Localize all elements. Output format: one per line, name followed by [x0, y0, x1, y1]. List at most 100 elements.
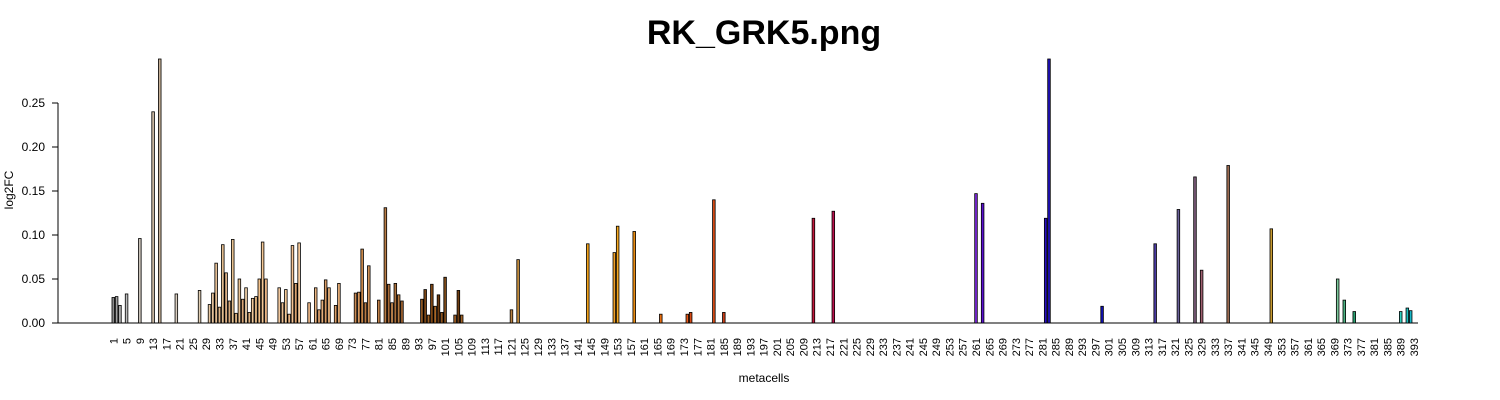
bar-84 — [386, 283, 391, 324]
y-tick-label: 0.20 — [22, 140, 46, 154]
bar-81 — [377, 299, 381, 324]
bar-182 — [712, 199, 716, 324]
bar-77 — [363, 302, 368, 324]
bar-74 — [353, 292, 358, 324]
bar-283 — [1047, 58, 1051, 324]
bar-153 — [615, 225, 620, 324]
bar-69 — [337, 282, 341, 324]
x-tick-label: 241 — [905, 338, 917, 356]
bar-337 — [1226, 165, 1230, 324]
bar-104 — [453, 314, 457, 324]
x-tick-label: 149 — [599, 338, 611, 356]
x-tick-label: 297 — [1090, 338, 1102, 356]
x-tick-label: 133 — [546, 338, 558, 356]
x-tick-label: 41 — [241, 338, 253, 350]
x-tick-label: 73 — [347, 338, 359, 350]
x-tick-label: 153 — [613, 338, 625, 356]
x-tick-label: 257 — [958, 338, 970, 356]
bar-106 — [459, 314, 464, 324]
bar-175 — [688, 312, 693, 324]
x-tick-label: 213 — [812, 338, 824, 356]
bar-35 — [224, 272, 228, 324]
x-tick-label: 185 — [719, 338, 731, 356]
bar-56 — [294, 282, 298, 324]
bar-33 — [217, 306, 222, 324]
chart-title: RK_GRK5.png — [647, 14, 881, 52]
x-tick-label: 237 — [891, 338, 903, 356]
bar-51 — [277, 287, 281, 324]
y-tick-label: 0.25 — [22, 96, 46, 110]
bar-152 — [612, 252, 617, 324]
bar-55 — [290, 245, 295, 324]
bar-1 — [111, 297, 115, 324]
x-tick-label: 349 — [1263, 338, 1275, 356]
x-tick-label: 37 — [228, 338, 240, 350]
x-tick-label: 333 — [1210, 338, 1222, 356]
x-tick-label: 29 — [201, 338, 213, 350]
bar-37 — [231, 238, 235, 324]
x-tick-label: 321 — [1170, 338, 1182, 356]
x-tick-label: 165 — [652, 338, 664, 356]
x-tick-label: 377 — [1356, 338, 1368, 356]
x-tick-label: 313 — [1144, 338, 1156, 356]
x-tick-label: 329 — [1197, 338, 1209, 356]
x-tick-label: 5 — [122, 338, 134, 344]
bar-263 — [980, 202, 985, 324]
x-tick-label: 393 — [1409, 338, 1421, 356]
bar-63 — [317, 309, 321, 324]
x-tick-label: 285 — [1051, 338, 1063, 356]
x-tick-label: 337 — [1223, 338, 1235, 356]
x-tick-label: 173 — [679, 338, 691, 356]
x-tick-label: 201 — [772, 338, 784, 356]
x-tick-label: 221 — [838, 338, 850, 356]
bar-372 — [1342, 299, 1347, 324]
x-tick-label: 281 — [1037, 338, 1049, 356]
bar-370 — [1335, 278, 1340, 324]
bar-5 — [124, 293, 129, 324]
bar-83 — [383, 207, 388, 324]
bar-36 — [227, 300, 232, 324]
bar-98 — [433, 305, 437, 324]
x-tick-label: 309 — [1130, 338, 1142, 356]
x-tick-label: 157 — [626, 338, 638, 356]
bar-158 — [632, 231, 636, 324]
x-tick-label: 25 — [188, 338, 200, 350]
x-tick-label: 365 — [1316, 338, 1328, 356]
bar-144 — [586, 243, 590, 324]
bar-47 — [264, 278, 268, 324]
x-tick-label: 353 — [1276, 338, 1288, 356]
bar-52 — [280, 302, 285, 324]
bar-96 — [426, 314, 431, 324]
bar-99 — [436, 294, 441, 324]
bar-88 — [400, 300, 404, 324]
bar-54 — [287, 313, 291, 324]
x-tick-label: 65 — [321, 338, 333, 350]
bar-60 — [307, 302, 311, 324]
bar-20 — [174, 293, 179, 324]
bar-41 — [244, 287, 248, 324]
bar-32 — [214, 262, 218, 324]
x-tick-label: 317 — [1157, 338, 1169, 356]
bar-2 — [114, 296, 119, 324]
bar-75 — [357, 291, 361, 324]
x-tick-label: 125 — [520, 338, 532, 356]
bar-94 — [420, 298, 424, 324]
bar-65 — [323, 279, 328, 324]
x-tick-label: 209 — [798, 338, 810, 356]
bar-46 — [260, 241, 265, 324]
bar-43 — [250, 297, 255, 324]
x-tick-label: 177 — [692, 338, 704, 356]
x-tick-label: 265 — [984, 338, 996, 356]
bar-15 — [158, 58, 162, 324]
bar-121 — [509, 309, 514, 324]
bar-95 — [423, 289, 427, 324]
bar-174 — [685, 313, 690, 324]
bar-282 — [1043, 217, 1048, 324]
bar-38 — [234, 312, 238, 324]
x-tick-label: 45 — [254, 338, 266, 350]
x-tick-label: 101 — [440, 338, 452, 356]
x-tick-label: 273 — [1011, 338, 1023, 356]
x-tick-label: 293 — [1077, 338, 1089, 356]
bar-327 — [1193, 176, 1197, 324]
